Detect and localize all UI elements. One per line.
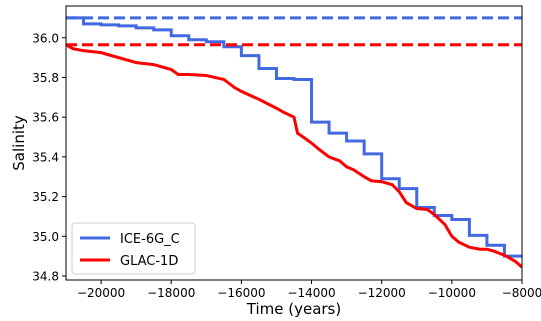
x-tick-label: −16000 xyxy=(217,286,265,300)
y-tick-label: 35.4 xyxy=(32,150,59,164)
y-tick-label: 34.8 xyxy=(32,270,59,284)
y-axis: 34.8 35.0 35.2 35.4 35.6 35.8 36.0 xyxy=(32,31,66,284)
x-tick-label: −20000 xyxy=(77,286,125,300)
y-tick-label: 35.0 xyxy=(32,230,59,244)
x-tick-label: −10000 xyxy=(428,286,476,300)
legend-label-glac1d: GLAC-1D xyxy=(120,254,178,269)
x-tick-label: −12000 xyxy=(358,286,406,300)
y-tick-label: 36.0 xyxy=(32,31,59,45)
series-line-glac-1d xyxy=(66,43,522,269)
series-layer xyxy=(66,16,522,269)
legend-label-ice6g: ICE-6G_C xyxy=(120,232,180,247)
series-line-ice-6g-c xyxy=(66,16,522,258)
y-tick-label: 35.6 xyxy=(32,111,59,125)
x-tick-label: −18000 xyxy=(147,286,195,300)
x-axis: −20000 −18000 −16000 −14000 −12000 −10000 −800… xyxy=(77,280,541,300)
y-tick-label: 35.2 xyxy=(32,190,59,204)
y-axis-label: Salinity xyxy=(10,115,28,171)
x-axis-label: Time (years) xyxy=(246,300,341,318)
x-tick-label: −14000 xyxy=(287,286,335,300)
x-tick-label: −8000 xyxy=(502,286,541,300)
legend: ICE-6G_C GLAC-1D xyxy=(71,222,196,275)
plot-frame xyxy=(65,5,523,281)
y-tick-label: 35.8 xyxy=(32,71,59,85)
